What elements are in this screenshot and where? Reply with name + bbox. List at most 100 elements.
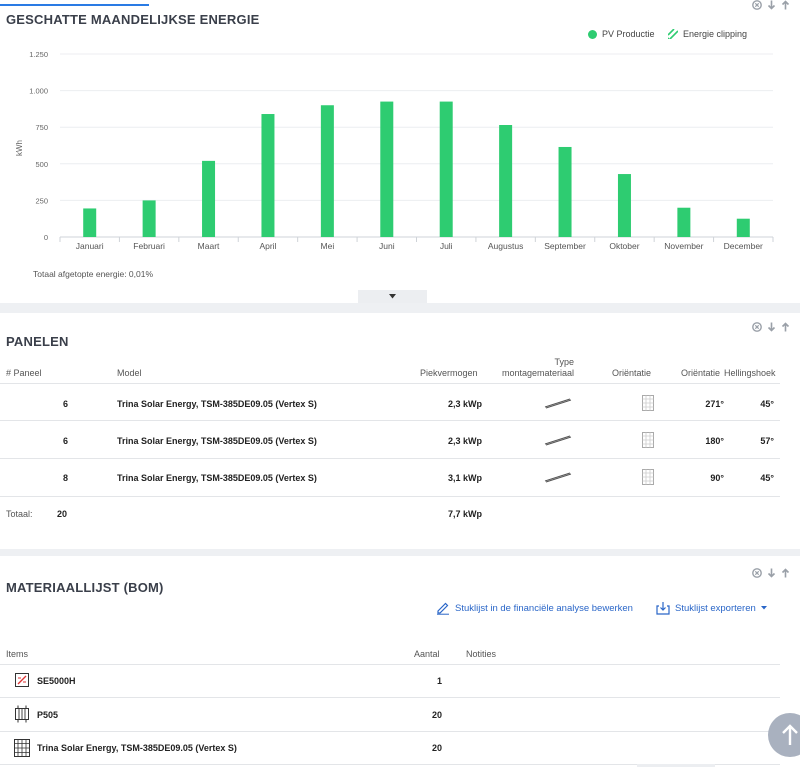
optimizer-icon — [15, 705, 29, 723]
item-name: Trina Solar Energy, TSM-385DE09.05 (Vert… — [37, 743, 237, 753]
y-tick-label: 1.250 — [29, 50, 48, 59]
scroll-to-top-button[interactable] — [768, 713, 800, 757]
bar-juni[interactable] — [380, 101, 394, 237]
header-items: Items — [6, 649, 29, 659]
y-tick-label: 0 — [44, 233, 48, 242]
bar-juli[interactable] — [439, 101, 453, 237]
x-tick-label: Juli — [440, 241, 453, 251]
tilt-angle: 57° — [760, 436, 774, 446]
x-tick-label: Juni — [379, 241, 395, 251]
y-tick-label: 500 — [35, 160, 48, 169]
x-tick-label: Augustus — [488, 241, 523, 251]
bar-maart[interactable] — [202, 160, 216, 237]
panel-model: Trina Solar Energy, TSM-385DE09.05 (Vert… — [117, 473, 317, 483]
y-tick-label: 250 — [35, 196, 48, 205]
arrow-down-icon[interactable] — [767, 568, 776, 578]
inverter-icon — [15, 673, 29, 687]
panel-count: 8 — [63, 473, 69, 483]
header-orientation: Oriëntatie — [612, 368, 652, 378]
panel-model: Trina Solar Energy, TSM-385DE09.05 (Vert… — [117, 399, 317, 409]
legend-pv-production[interactable]: PV Productie — [588, 29, 655, 39]
x-tick-label: Januari — [76, 241, 104, 251]
panels-card-title: PANELEN — [6, 334, 69, 349]
close-icon[interactable] — [752, 568, 762, 578]
small-tab — [637, 764, 715, 767]
header-tilt: Hellingshoek — [724, 368, 776, 378]
panels-card-controls — [752, 322, 790, 332]
arrow-down-icon[interactable] — [767, 322, 776, 332]
orientation-degrees: 180° — [705, 436, 724, 446]
panel-power: 2,3 kWp — [447, 436, 482, 446]
pencil-icon — [437, 602, 449, 615]
legend-dot-icon — [588, 29, 597, 39]
legend-label: PV Productie — [602, 29, 655, 39]
x-tick-label: September — [544, 241, 586, 251]
bar-september[interactable] — [558, 146, 572, 237]
x-tick-label: April — [259, 241, 276, 251]
arrow-up-icon[interactable] — [781, 322, 790, 332]
edit-bom-link[interactable]: Stuklijst in de financiële analyse bewer… — [436, 601, 633, 615]
panel-model: Trina Solar Energy, TSM-385DE09.05 (Vert… — [117, 436, 317, 446]
header-model: Model — [117, 368, 142, 378]
download-icon — [656, 602, 670, 615]
monthly-energy-chart: 0 250 500 750 1.000 1.250 Januari Februari Maar… — [15, 50, 774, 251]
x-tick-label: Maart — [198, 241, 220, 251]
header-notes: Notities — [466, 649, 497, 659]
panel-grid-icon — [642, 469, 654, 485]
y-axis-label: kWh — [15, 140, 24, 156]
orientation-degrees: 90° — [710, 473, 724, 483]
orientation-degrees: 271° — [705, 399, 724, 409]
collapse-toggle[interactable] — [358, 290, 427, 303]
striped-icon — [668, 29, 678, 39]
bom-card-controls — [752, 568, 790, 578]
bar-februari[interactable] — [142, 200, 156, 237]
bar-oktober[interactable] — [617, 174, 631, 237]
arrow-up-icon[interactable] — [781, 568, 790, 578]
bar-november[interactable] — [677, 207, 691, 237]
energy-card-controls — [752, 0, 790, 10]
x-tick-label: Februari — [133, 241, 165, 251]
bar-januari[interactable] — [83, 208, 97, 237]
mounting-rail-icon — [544, 472, 572, 483]
x-tick-label: November — [664, 241, 703, 251]
x-tick-label: Oktober — [609, 241, 639, 251]
total-power: 7,7 kWp — [447, 509, 482, 519]
header-orientation-deg: Oriëntatie — [681, 368, 721, 378]
clipping-footnote: Totaal afgetopte energie: 0,01% — [33, 269, 154, 279]
arrow-up-icon — [782, 724, 798, 745]
export-bom-label: Stuklijst exporteren — [675, 602, 756, 614]
panels-card: PANELEN # Paneel Model Piekvermogen Type… — [0, 313, 800, 549]
bom-card: MATERIAALLIJST (BOM) Stuklijst in de fin… — [0, 556, 800, 767]
x-tick-label: Mei — [321, 241, 335, 251]
bar-augustus[interactable] — [499, 125, 513, 237]
panel-power: 3,1 kWp — [447, 473, 482, 483]
item-quantity: 20 — [431, 710, 442, 720]
y-tick-label: 750 — [35, 123, 48, 132]
close-icon[interactable] — [752, 322, 762, 332]
total-count: 20 — [57, 509, 68, 519]
export-bom-link[interactable]: Stuklijst exporteren — [656, 601, 767, 615]
tilt-angle: 45° — [760, 473, 774, 483]
bar-december[interactable] — [736, 218, 750, 237]
caret-down-icon — [389, 294, 396, 299]
mounting-rail-icon — [544, 435, 572, 446]
bar-april[interactable] — [261, 114, 275, 237]
arrow-up-icon[interactable] — [781, 0, 790, 10]
arrow-down-icon[interactable] — [767, 0, 776, 10]
item-name: SE5000H — [37, 676, 76, 686]
y-tick-label: 1.000 — [29, 87, 48, 96]
item-quantity: 1 — [436, 676, 442, 686]
close-icon[interactable] — [752, 0, 762, 10]
panel-count: 6 — [63, 399, 69, 409]
energy-card: GESCHATTE MAANDELIJKSE ENERGIE PV Produc… — [0, 0, 800, 303]
header-peak-power: Piekvermogen — [420, 368, 478, 378]
solar-panel-icon — [14, 739, 30, 757]
bar-mei[interactable] — [320, 105, 334, 238]
mounting-rail-icon — [544, 398, 572, 409]
panel-count: 6 — [63, 436, 69, 446]
legend-energy-clipping[interactable]: Energie clipping — [668, 29, 747, 39]
x-tick-label: December — [724, 241, 763, 251]
panel-grid-icon — [642, 432, 654, 448]
panel-power: 2,3 kWp — [447, 399, 482, 409]
panel-grid-icon — [642, 395, 654, 411]
